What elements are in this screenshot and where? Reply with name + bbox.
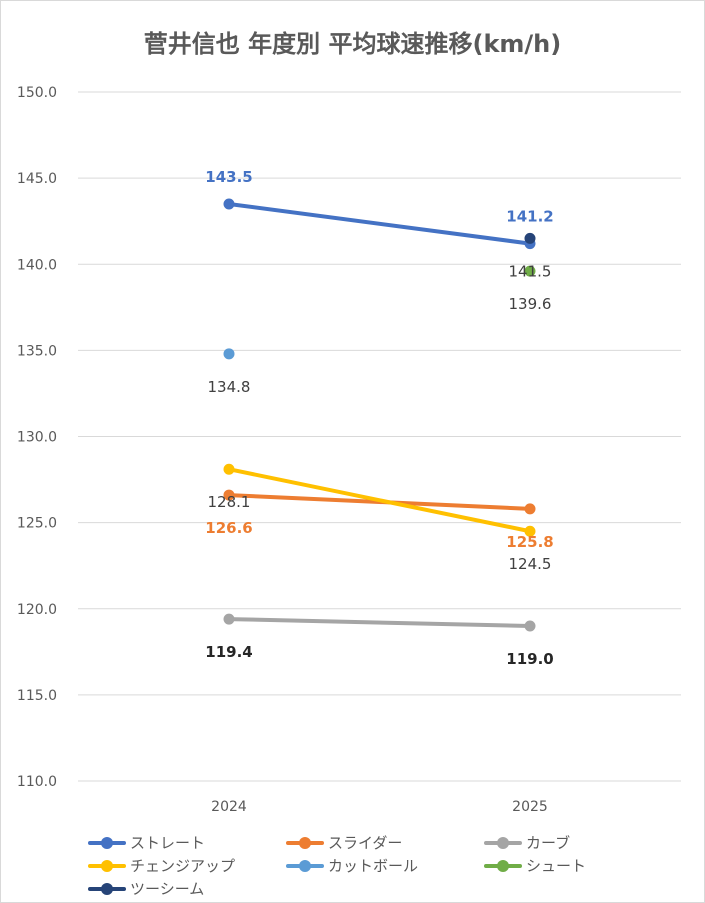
legend-item: カットボール xyxy=(286,855,484,876)
series-line xyxy=(227,617,532,628)
data-label: 119.4 xyxy=(205,643,252,661)
data-label: 125.8 xyxy=(506,533,553,551)
data-label: 119.0 xyxy=(506,650,553,668)
legend-item: ツーシーム xyxy=(88,878,286,899)
y-tick-label: 125.0 xyxy=(17,516,57,532)
data-label: 141.5 xyxy=(509,262,552,280)
legend-label: シュート xyxy=(526,857,587,875)
data-label: 134.8 xyxy=(208,378,251,396)
legend-swatch xyxy=(484,859,522,872)
data-point xyxy=(223,198,235,210)
legend-item: ストレート xyxy=(88,832,286,853)
legend: ストレート スライダー カーブチェンジアップ カットボール シュートツーシーム xyxy=(88,832,688,899)
data-point xyxy=(223,489,235,501)
series-line xyxy=(227,201,532,246)
y-tick-label: 115.0 xyxy=(17,688,57,704)
y-tick-label: 135.0 xyxy=(17,343,57,359)
data-point xyxy=(524,503,536,515)
data-label: 139.6 xyxy=(509,295,552,313)
legend-item: チェンジアップ xyxy=(88,855,286,876)
data-point xyxy=(524,620,536,632)
data-point xyxy=(524,525,536,537)
y-tick-label: 145.0 xyxy=(17,171,57,187)
legend-item: シュート xyxy=(484,855,682,876)
legend-label: カットボール xyxy=(328,857,419,875)
series-line xyxy=(227,467,532,534)
data-point xyxy=(223,613,235,625)
y-tick-label: 150.0 xyxy=(17,85,57,101)
legend-label: スライダー xyxy=(328,834,403,852)
legend-label: ストレート xyxy=(130,834,206,852)
data-label: 143.5 xyxy=(205,168,252,186)
data-label: 126.6 xyxy=(205,519,252,537)
legend-swatch xyxy=(286,859,324,872)
y-tick-label: 110.0 xyxy=(17,774,57,790)
data-label: 141.2 xyxy=(506,208,553,226)
data-point xyxy=(524,265,536,277)
data-point xyxy=(223,348,235,360)
data-label: 124.5 xyxy=(509,555,552,573)
data-point xyxy=(223,463,235,475)
x-tick-label: 2024 xyxy=(211,799,247,815)
legend-swatch xyxy=(88,836,126,849)
data-point xyxy=(524,232,536,244)
y-tick-label: 130.0 xyxy=(17,430,57,446)
legend-swatch xyxy=(286,836,324,849)
legend-swatch xyxy=(484,836,522,849)
legend-swatch xyxy=(88,882,126,895)
legend-label: ツーシーム xyxy=(130,880,205,898)
y-tick-label: 140.0 xyxy=(17,257,57,273)
legend-item: カーブ xyxy=(484,832,682,853)
data-label: 128.1 xyxy=(208,493,251,511)
legend-item: スライダー xyxy=(286,832,484,853)
legend-label: チェンジアップ xyxy=(130,857,236,875)
y-tick-label: 120.0 xyxy=(17,602,57,618)
legend-swatch xyxy=(88,859,126,872)
chart-title: 菅井信也 年度別 平均球速推移(km/h) xyxy=(143,30,562,58)
legend-label: カーブ xyxy=(526,834,571,852)
x-tick-label: 2025 xyxy=(512,799,548,815)
